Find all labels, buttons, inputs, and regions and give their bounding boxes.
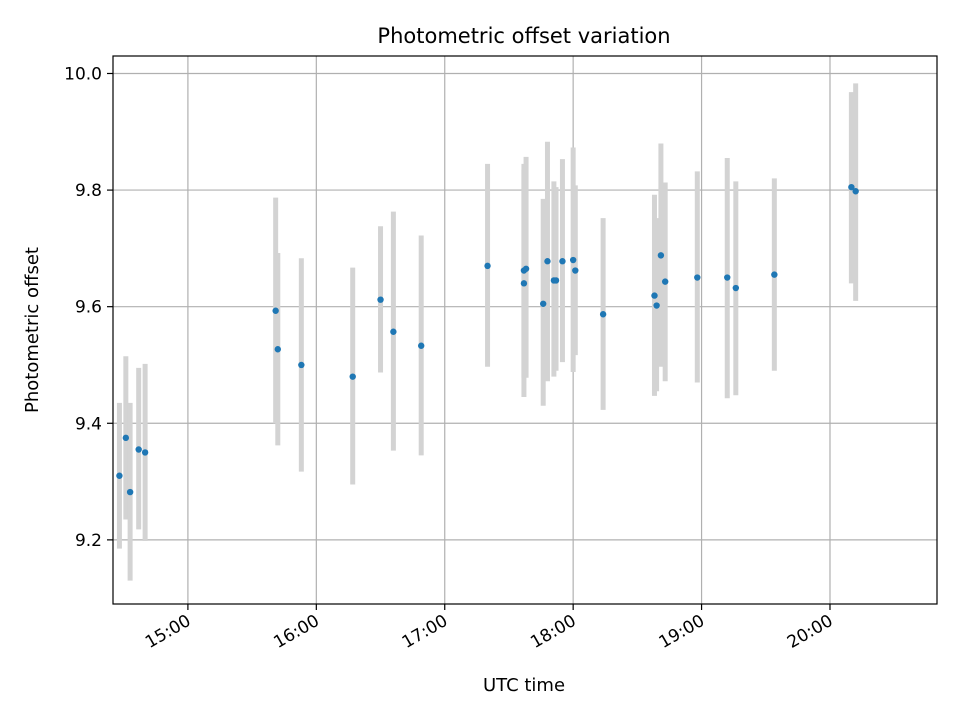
y-axis: 9.2 9.4 9.6 9.8 10.0 [64, 64, 113, 551]
data-point [651, 292, 658, 299]
data-point [116, 472, 123, 479]
data-point [552, 277, 560, 284]
data-point [417, 342, 425, 349]
y-tick-label: 9.2 [75, 531, 102, 551]
data-point [572, 267, 579, 274]
data-point [694, 274, 701, 281]
data-point [661, 278, 669, 285]
data-point [724, 274, 731, 281]
x-axis-title: UTC time [483, 675, 565, 696]
data-point [559, 258, 566, 265]
data-point [732, 284, 740, 292]
data-point [122, 434, 130, 442]
data-point [349, 373, 356, 380]
data-point [653, 302, 660, 309]
data-point [771, 271, 778, 278]
data-point [141, 449, 149, 456]
chart-title: Photometric offset variation [377, 24, 670, 48]
data-point [272, 307, 279, 314]
data-point [544, 258, 551, 265]
y-tick-label: 9.4 [75, 414, 102, 434]
data-point [274, 346, 281, 353]
data-point [569, 256, 577, 264]
y-tick-label: 9.6 [75, 298, 102, 318]
data-point [599, 311, 607, 318]
data-point [298, 361, 305, 369]
data-point [126, 488, 134, 496]
data-point [848, 183, 855, 191]
data-point [520, 280, 528, 287]
data-point [522, 265, 530, 272]
y-axis-title: Photometric offset [22, 247, 43, 413]
data-points [116, 183, 859, 496]
data-point [657, 252, 665, 259]
plot-frame [112, 55, 938, 605]
data-point [852, 188, 859, 195]
y-tick-label: 9.8 [75, 181, 102, 201]
y-tick-label: 10.0 [64, 64, 102, 84]
data-point [377, 296, 384, 303]
data-point [539, 300, 547, 307]
data-point [135, 446, 142, 453]
data-point [484, 262, 491, 270]
data-point [390, 328, 397, 335]
